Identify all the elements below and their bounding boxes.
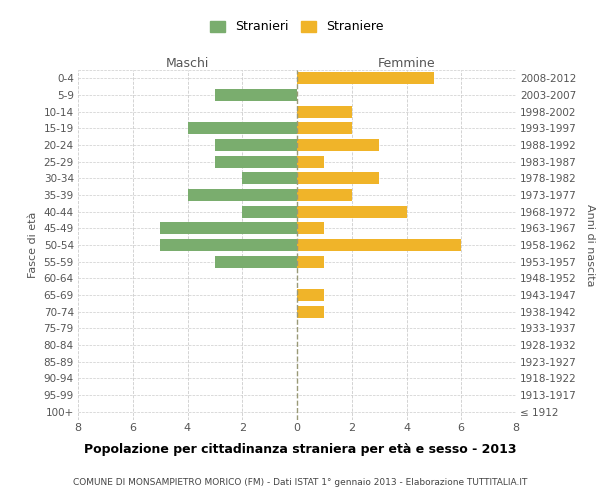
Bar — [160, 222, 297, 234]
Bar — [297, 72, 434, 85]
Bar — [297, 172, 379, 184]
Bar — [297, 156, 325, 168]
Legend: Stranieri, Straniere: Stranieri, Straniere — [206, 16, 388, 38]
Y-axis label: Anni di nascita: Anni di nascita — [585, 204, 595, 286]
Bar — [297, 122, 352, 134]
Bar — [297, 189, 352, 201]
Text: Femmine: Femmine — [377, 57, 436, 70]
Bar — [215, 156, 297, 168]
Bar — [297, 239, 461, 251]
Bar — [297, 289, 325, 301]
Y-axis label: Fasce di età: Fasce di età — [28, 212, 38, 278]
Text: COMUNE DI MONSAMPIETRO MORICO (FM) - Dati ISTAT 1° gennaio 2013 - Elaborazione T: COMUNE DI MONSAMPIETRO MORICO (FM) - Dat… — [73, 478, 527, 487]
Bar — [215, 256, 297, 268]
Bar — [242, 206, 297, 218]
Bar — [297, 206, 407, 218]
Bar — [297, 222, 325, 234]
Bar — [297, 139, 379, 151]
Bar — [160, 239, 297, 251]
Bar — [297, 306, 325, 318]
Bar — [187, 122, 297, 134]
Bar — [215, 139, 297, 151]
Text: Popolazione per cittadinanza straniera per età e sesso - 2013: Popolazione per cittadinanza straniera p… — [84, 442, 516, 456]
Text: Maschi: Maschi — [166, 57, 209, 70]
Bar — [297, 256, 325, 268]
Bar — [215, 89, 297, 101]
Bar — [242, 172, 297, 184]
Bar — [187, 189, 297, 201]
Bar — [297, 106, 352, 118]
